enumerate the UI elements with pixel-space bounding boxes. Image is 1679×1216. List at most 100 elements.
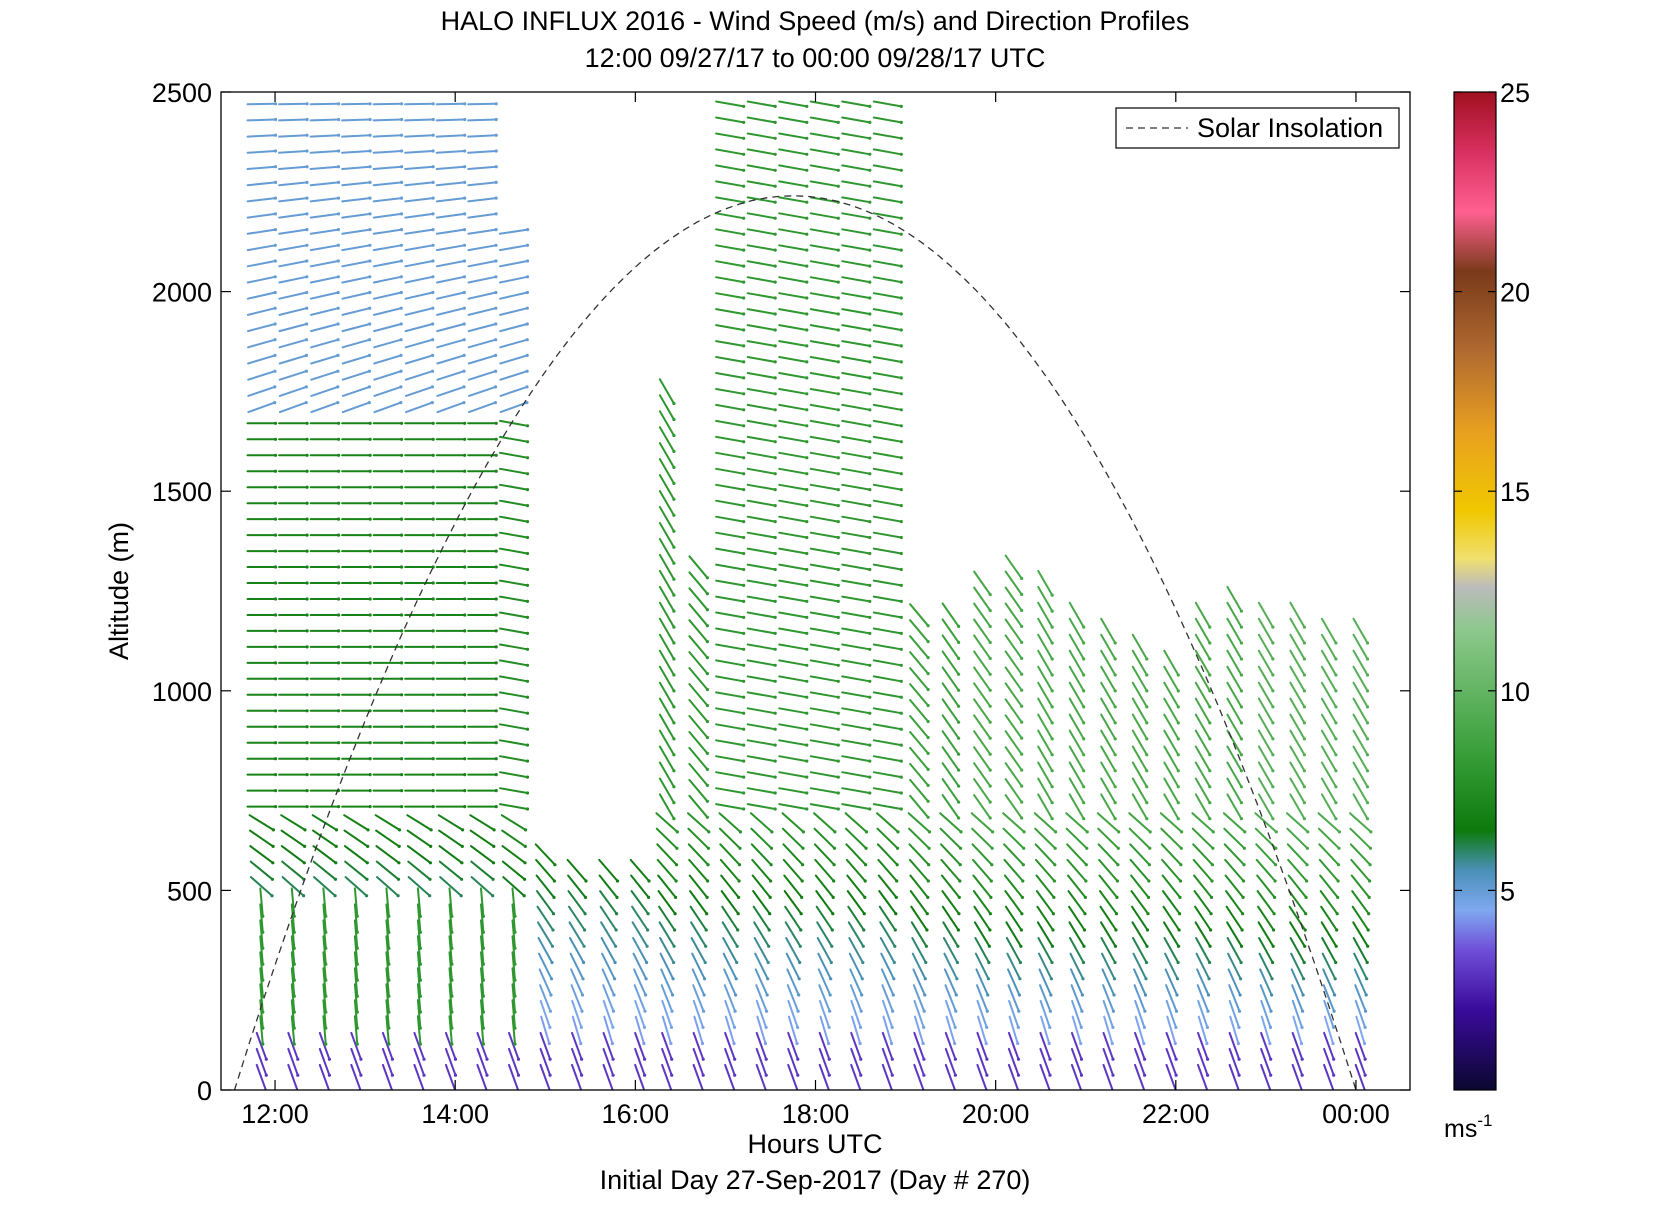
wind-barb-tip bbox=[334, 861, 338, 865]
wind-barb bbox=[341, 307, 371, 316]
wind-barb-tip bbox=[273, 725, 278, 729]
wind-barb bbox=[658, 697, 675, 724]
wind-barb bbox=[746, 212, 777, 220]
wind-barb bbox=[1160, 843, 1182, 866]
wind-barb-tip bbox=[646, 912, 650, 916]
wind-barb bbox=[1068, 617, 1085, 644]
wind-barb bbox=[872, 563, 903, 571]
wind-barb bbox=[809, 372, 840, 379]
wind-barb-tip bbox=[368, 597, 372, 601]
wind-barb-tip bbox=[368, 275, 372, 279]
wind-barb bbox=[872, 356, 903, 363]
wind-barb-tip bbox=[1211, 830, 1215, 834]
wind-barb bbox=[290, 999, 296, 1030]
wind-barb-tip bbox=[805, 488, 809, 492]
wind-barb bbox=[750, 843, 773, 866]
wind-barb-tip bbox=[336, 401, 340, 405]
wind-barb bbox=[1131, 905, 1149, 931]
wind-barb-tip bbox=[767, 944, 771, 948]
wind-barb-tip bbox=[705, 672, 710, 676]
wind-barb-tip bbox=[305, 102, 309, 106]
wind-barb-tip bbox=[868, 807, 872, 811]
wind-barb bbox=[818, 984, 831, 1013]
wind-barb-tip bbox=[305, 453, 309, 457]
wind-barb-tip bbox=[513, 994, 517, 998]
wind-barb bbox=[502, 876, 526, 897]
wind-barb bbox=[1320, 681, 1337, 708]
wind-barb-tip bbox=[305, 485, 309, 489]
wind-barb bbox=[1100, 777, 1117, 804]
wind-barb bbox=[841, 435, 871, 443]
wind-barb-tip bbox=[463, 581, 467, 585]
wind-barb-tip bbox=[273, 485, 278, 489]
wind-barb bbox=[872, 116, 903, 124]
wind-barb bbox=[973, 618, 992, 644]
wind-barb bbox=[715, 132, 745, 140]
wind-barb bbox=[259, 999, 264, 1030]
wind-barb-tip bbox=[461, 828, 465, 832]
wind-barb bbox=[1349, 812, 1372, 833]
wind-barb bbox=[278, 385, 308, 397]
wind-barb-tip bbox=[428, 861, 432, 865]
wind-barb bbox=[1289, 665, 1306, 692]
wind-barb-tip bbox=[1239, 689, 1243, 693]
wind-barb-tip bbox=[400, 629, 404, 633]
wind-barb-tip bbox=[1147, 863, 1151, 867]
wind-barb-tip bbox=[525, 535, 530, 540]
wind-barb-tip bbox=[526, 228, 530, 232]
wind-barb bbox=[719, 858, 741, 882]
wind-barb bbox=[778, 467, 808, 475]
wind-barb-tip bbox=[671, 993, 675, 997]
wind-barb-tip bbox=[704, 944, 708, 948]
wind-barb bbox=[778, 531, 808, 539]
wind-barb bbox=[715, 276, 745, 284]
wind-barb bbox=[499, 338, 529, 349]
wind-barb-tip bbox=[494, 757, 498, 761]
wind-barb-tip bbox=[1176, 737, 1180, 741]
wind-barb bbox=[278, 228, 308, 235]
wind-barb bbox=[939, 827, 962, 850]
wind-barb bbox=[1289, 793, 1306, 820]
wind-barb-tip bbox=[1239, 785, 1243, 789]
wind-barb bbox=[536, 890, 555, 915]
wind-barb-tip bbox=[399, 228, 404, 232]
wind-barb bbox=[1289, 617, 1306, 644]
wind-barb bbox=[817, 952, 832, 980]
wind-barb bbox=[778, 595, 808, 603]
wind-barb-tip bbox=[1365, 817, 1370, 821]
wind-barb-tip bbox=[868, 615, 872, 620]
wind-barb-tip bbox=[429, 844, 433, 849]
wind-barb bbox=[1002, 812, 1026, 833]
wind-barb-tip bbox=[1050, 625, 1054, 629]
wind-barb-tip bbox=[796, 1073, 800, 1077]
wind-barb-tip bbox=[493, 401, 497, 405]
wind-barb-tip bbox=[1364, 1009, 1368, 1013]
wind-barb bbox=[841, 627, 871, 635]
wind-barb-tip bbox=[836, 647, 840, 651]
wind-barb bbox=[849, 968, 863, 996]
wind-barb bbox=[1354, 1031, 1367, 1061]
wind-barb-tip bbox=[1144, 960, 1149, 965]
wind-barb-tip bbox=[337, 453, 341, 457]
wind-barb bbox=[756, 1015, 767, 1045]
wind-barb-tip bbox=[399, 196, 404, 200]
wind-barb bbox=[602, 984, 615, 1013]
wind-barb bbox=[1320, 905, 1338, 931]
wind-barb-tip bbox=[525, 631, 530, 636]
wind-barb-tip bbox=[494, 421, 498, 425]
wind-barb bbox=[1004, 778, 1023, 804]
wind-barb-tip bbox=[336, 243, 340, 247]
wind-barb-tip bbox=[273, 149, 278, 153]
wind-barb-tip bbox=[1237, 1009, 1242, 1013]
wind-barb-tip bbox=[1365, 689, 1370, 693]
wind-barb bbox=[746, 787, 777, 794]
wind-barb-tip bbox=[1145, 817, 1149, 821]
wind-barb-tip bbox=[705, 592, 710, 596]
wind-barb-tip bbox=[400, 741, 404, 745]
wind-barb-tip bbox=[494, 353, 498, 357]
wind-barb-tip bbox=[273, 385, 277, 389]
wind-barb bbox=[1129, 858, 1150, 882]
wind-barb bbox=[341, 385, 371, 397]
wind-barb-tip bbox=[1052, 879, 1056, 883]
wind-barb bbox=[909, 794, 930, 819]
